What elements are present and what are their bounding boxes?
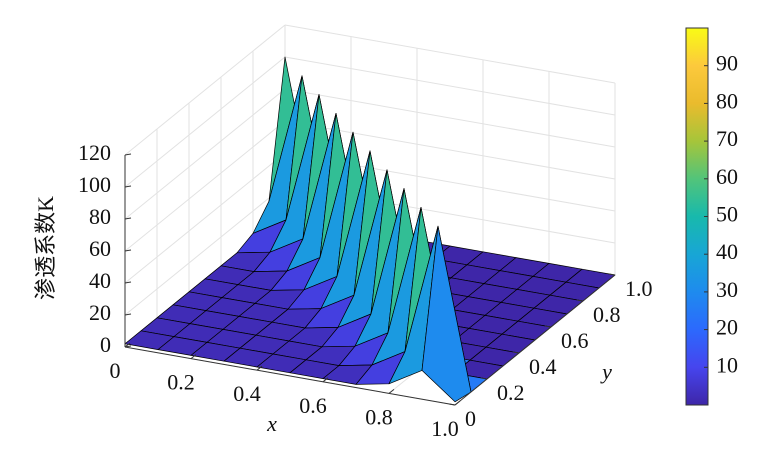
tick-mark xyxy=(480,377,488,380)
z-tick-label: 80 xyxy=(89,204,111,229)
colorbar-tick-label: 70 xyxy=(716,126,738,151)
y-axis-label: y xyxy=(600,359,612,384)
tick-mark xyxy=(448,403,456,406)
z-tick-label: 60 xyxy=(89,236,111,261)
colorbar-tick-label: 60 xyxy=(716,164,738,189)
tick-mark xyxy=(124,342,131,348)
z-tick-label: 40 xyxy=(89,268,111,293)
tick-mark xyxy=(576,299,584,302)
grid-line xyxy=(124,120,286,252)
x-tick-label: 0.4 xyxy=(233,381,261,406)
z-axis-label: 渗透系数K xyxy=(33,196,58,300)
grid-line xyxy=(124,24,286,156)
x-axis xyxy=(124,346,456,406)
tick-mark xyxy=(124,153,132,156)
tick-mark xyxy=(454,400,461,406)
colorbar-tick-label: 30 xyxy=(716,277,738,302)
tick-mark xyxy=(388,389,395,394)
tick-mark xyxy=(256,365,263,371)
grid-line xyxy=(124,56,286,188)
colorbar-tick-label: 40 xyxy=(716,239,738,264)
tick-mark xyxy=(124,217,132,220)
tick-mark xyxy=(608,273,616,276)
tick-mark xyxy=(322,377,329,383)
grid-line xyxy=(124,152,286,284)
y-tick-label: 0.2 xyxy=(497,380,525,405)
x-tick-label: 0 xyxy=(110,358,121,383)
grid-line xyxy=(284,56,616,116)
y-tick-label: 0.8 xyxy=(593,302,621,327)
tick-mark xyxy=(124,249,132,252)
y-axis xyxy=(454,274,616,406)
z-tick-label: 120 xyxy=(78,140,111,165)
y-tick-label: 0.6 xyxy=(561,328,589,353)
y-tick-label: 1.0 xyxy=(625,276,653,301)
colorbar-tick-label: 90 xyxy=(716,51,738,76)
z-tick-label: 0 xyxy=(100,332,111,357)
x-axis-label: x xyxy=(266,411,277,436)
y-tick-label: 0 xyxy=(465,406,476,431)
z-tick-label: 20 xyxy=(89,300,111,325)
y-tick-label: 0.4 xyxy=(529,354,557,379)
grid-line xyxy=(284,24,616,84)
tick-mark xyxy=(124,281,132,284)
tick-mark xyxy=(544,325,552,328)
grid-line xyxy=(284,88,616,148)
x-tick-label: 0.2 xyxy=(167,370,195,395)
grid-line xyxy=(124,88,286,220)
tick-mark xyxy=(512,351,520,354)
x-tick-label: 0.8 xyxy=(365,404,393,429)
colorbar-tick-label: 50 xyxy=(716,202,738,227)
x-tick-label: 0.6 xyxy=(299,393,327,418)
tick-mark xyxy=(124,313,132,316)
surface xyxy=(124,56,616,403)
grid-line xyxy=(124,184,286,316)
tick-mark xyxy=(124,185,132,188)
colorbar-tick-label: 80 xyxy=(716,88,738,113)
grid-line xyxy=(284,120,616,180)
z-tick-label: 100 xyxy=(78,172,111,197)
x-tick-label: 1.0 xyxy=(431,416,459,441)
colorbar-tick-label: 10 xyxy=(716,352,738,377)
colorbar-tick-label: 20 xyxy=(716,315,738,340)
tick-mark xyxy=(190,354,197,359)
